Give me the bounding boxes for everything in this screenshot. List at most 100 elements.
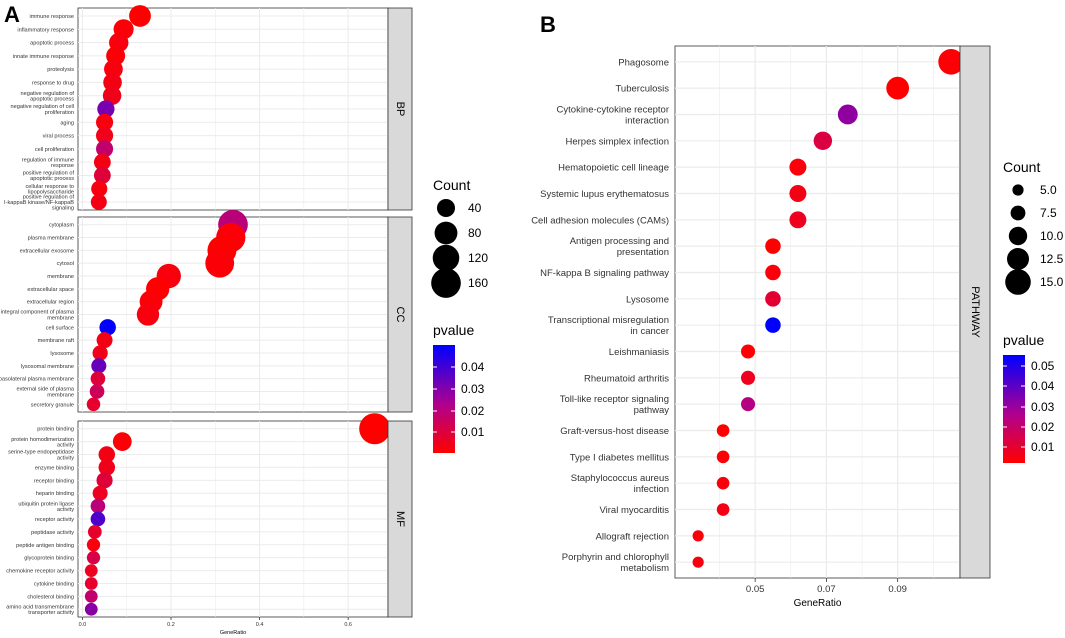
pvalue-tick-label: 0.03 — [461, 382, 485, 396]
panel-a-count-title: Count — [433, 177, 470, 193]
count-legend-label: 40 — [468, 201, 482, 215]
term-label: negative regulation of apoptotic process — [21, 91, 75, 103]
point-leishmaniasis — [740, 344, 756, 359]
count-legend-dot — [436, 198, 456, 218]
point-membrane-raft — [96, 332, 113, 349]
panel-a-pvalue-colorbar — [433, 345, 455, 453]
panel-b-plot: Phagosome Tuberculosis Cytokine-cytokine r… — [531, 45, 991, 609]
pathway-label: Transcriptional misregulation in cancer — [548, 315, 669, 337]
point-negative-regulation-of-apoptotic-process — [102, 86, 122, 105]
point-response-to-drug — [103, 73, 122, 92]
point-graft-versus-host-disease — [716, 424, 730, 437]
point-nf-kappa-b-signaling-pathway — [765, 264, 781, 281]
term-label: peptide antigen binding — [16, 543, 74, 549]
term-label: regulation of immune response — [22, 157, 74, 169]
pvalue-tick-label: 0.02 — [461, 404, 485, 418]
point-protein-homodimerization-activity — [112, 432, 132, 452]
term-label: proteolysis — [47, 67, 74, 73]
count-legend-label: 160 — [468, 276, 488, 290]
facet-strip — [959, 45, 991, 579]
count-legend-dot — [1010, 205, 1026, 221]
count-legend-label: 5.0 — [1040, 183, 1057, 197]
point-enzyme-binding — [98, 459, 116, 476]
point-basolateral-plasma-membrane — [90, 371, 106, 386]
point-cytosol — [205, 248, 235, 278]
point-staphylococcus-aureus-infection — [716, 476, 730, 490]
term-label: positive regulation of I-kappaB kinase/NF… — [4, 194, 74, 211]
pathway-label: Herpes simplex infection — [566, 136, 670, 147]
pathway-label: Lysosome — [626, 294, 669, 305]
point-regulation-of-immune-response — [93, 153, 111, 171]
pathway-label: Phagosome — [618, 57, 669, 68]
point-hematopoietic-cell-lineage — [789, 158, 807, 176]
point-cytokine-binding — [84, 577, 98, 590]
term-label: external side of plasma membrane — [16, 387, 74, 399]
point-antigen-processing-and-presentation — [765, 238, 781, 254]
point-allograft-rejection — [692, 530, 704, 542]
x-tick-label: 0.09 — [888, 584, 907, 595]
pvalue-tick-label: 0.04 — [1031, 379, 1055, 393]
facet-strip-label: MF — [394, 511, 406, 527]
pathway-label: Viral myocarditis — [599, 505, 669, 516]
term-label: response to drug — [32, 80, 74, 86]
pathway-label: Toll-like receptor signaling pathway — [560, 394, 670, 416]
term-label: plasma membrane — [28, 236, 74, 242]
term-label: secretory granule — [31, 402, 74, 408]
facet-bp: immune response inflammatory response apop… — [4, 5, 413, 212]
point-type-i-diabetes-mellitus — [716, 450, 730, 464]
term-label: inflammatory response — [17, 27, 74, 33]
term-label: peptidase activity — [31, 530, 74, 536]
pathway-label: Staphylococcus aureus infection — [571, 473, 669, 495]
point-transcriptional-misregulation-in-cancer — [765, 317, 781, 333]
point-viral-myocarditis — [716, 503, 730, 516]
term-label: positive regulation of apoptotic process — [23, 171, 75, 183]
pathway-label: Cytokine-cytokine receptor interaction — [557, 104, 669, 126]
term-label: lysosomal membrane — [21, 364, 74, 370]
point-peptide-antigen-binding — [86, 538, 101, 552]
term-label: extracellular exosome — [20, 248, 74, 254]
panel-a-count-legend: Count 40 80 120 160 — [431, 177, 488, 298]
point-protein-binding — [359, 413, 391, 445]
pvalue-tick-label: 0.01 — [461, 425, 485, 439]
term-label: cytosol — [57, 261, 74, 267]
count-legend-label: 7.5 — [1040, 206, 1057, 220]
x-axis-label: GeneRatio — [794, 598, 842, 609]
term-label: immune response — [30, 14, 74, 20]
term-label: cytoplasm — [49, 223, 75, 229]
facet-mf: protein binding protein homodimerization a… — [6, 413, 413, 618]
count-legend-label: 12.5 — [1040, 252, 1064, 266]
count-legend-label: 10.0 — [1040, 229, 1064, 243]
count-legend-dot — [1012, 184, 1024, 196]
point-toll-like-receptor-signaling-pathway — [740, 397, 756, 412]
term-label: membrane raft — [38, 338, 75, 344]
point-aging — [96, 113, 114, 131]
pathway-label: NF-kappa B signaling pathway — [540, 268, 669, 279]
point-heparin-binding — [92, 485, 108, 501]
term-label: integral component of plasma membrane — [1, 310, 75, 322]
point-cellular-response-to-lipopolysaccharide — [91, 180, 108, 197]
count-legend-dot — [432, 244, 460, 272]
point-tuberculosis — [886, 76, 910, 100]
panel-a-plot: immune response inflammatory response apop… — [0, 5, 413, 636]
term-label: negative regulation of cell proliferation — [11, 104, 74, 116]
pathway-label: Rheumatoid arthritis — [584, 373, 669, 384]
pvalue-tick-label: 0.01 — [1031, 440, 1055, 454]
point-porphyrin-and-chlorophyll-metabolism — [692, 556, 704, 568]
pvalue-tick-label: 0.05 — [1031, 359, 1055, 373]
count-legend-label: 15.0 — [1040, 275, 1064, 289]
point-peptidase-activity — [87, 525, 102, 539]
point-phagosome — [938, 49, 964, 75]
pvalue-tick-label: 0.02 — [1031, 420, 1055, 434]
term-label: cytokine binding — [34, 581, 74, 587]
term-label: lysosome — [50, 351, 74, 357]
count-legend-dot — [1005, 269, 1031, 295]
term-label: glycoprotein binding — [24, 556, 74, 562]
point-rheumatoid-arthritis — [740, 370, 756, 385]
panel-b-count-legend: Count 5.0 7.5 10.0 12.5 15.0 — [1003, 159, 1064, 295]
term-label: cellular response to lipopolysaccharide — [25, 184, 74, 196]
panel-b-pvalue-colorbar — [1003, 355, 1025, 463]
term-label: viral process — [43, 134, 75, 140]
pvalue-tick-label: 0.04 — [461, 360, 485, 374]
term-label: protein binding — [37, 427, 74, 433]
point-herpes-simplex-infection — [813, 131, 833, 151]
